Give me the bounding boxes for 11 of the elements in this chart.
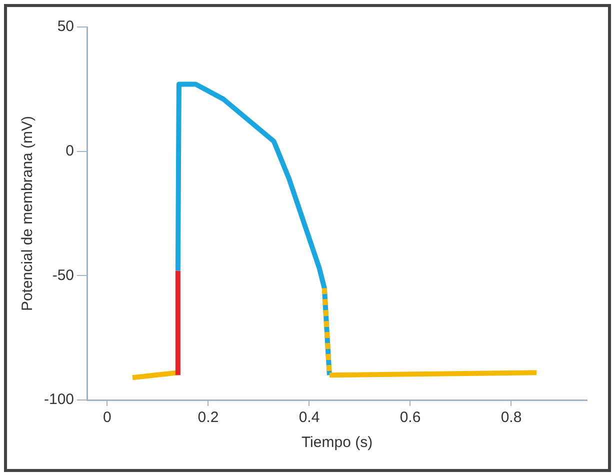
x-tick-label: 0.4 — [298, 409, 320, 426]
y-tick-label: -50 — [52, 266, 74, 284]
x-tick-label: 0.6 — [400, 409, 421, 426]
y-tick-label: 0 — [66, 142, 74, 160]
x-tick-label: 0 — [103, 409, 112, 426]
x-axis-title: Tiempo (s) — [301, 434, 373, 452]
x-tick-label: 0.8 — [500, 409, 522, 426]
x-tick-label: 0.2 — [198, 409, 219, 426]
y-tick-label: 50 — [57, 18, 74, 36]
y-axis-title: Potencial de membrana (mV) — [19, 116, 36, 312]
y-tick-label: -100 — [44, 391, 74, 408]
